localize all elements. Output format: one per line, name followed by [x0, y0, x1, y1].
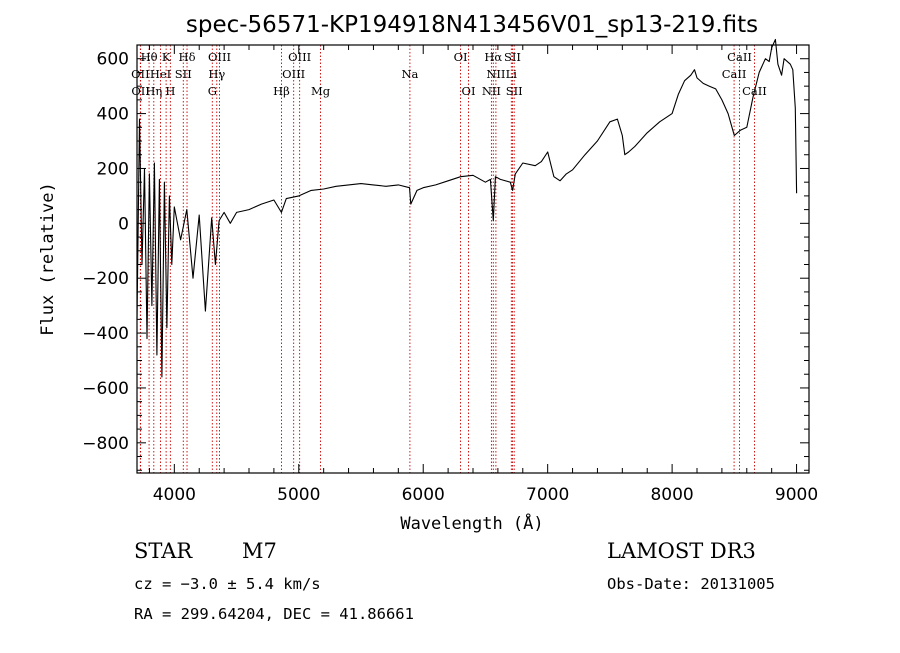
x-tick-label: 9000: [775, 485, 818, 505]
redshift-text: cz = −3.0 ± 5.4 km/s: [134, 575, 321, 593]
line-label: NII: [482, 84, 501, 98]
y-tick-label: 0: [118, 214, 129, 234]
line-label: OIII: [282, 67, 305, 81]
line-label: K: [162, 50, 171, 64]
x-tick-label: 7000: [526, 485, 569, 505]
y-tick-label: 600: [97, 50, 129, 70]
y-tick-label: −800: [82, 434, 129, 454]
y-tick-label: −200: [82, 269, 129, 289]
x-tick-label: 5000: [277, 485, 320, 505]
line-label: OII: [131, 67, 150, 81]
survey-name: LAMOST DR3: [607, 539, 756, 563]
line-label: Na: [401, 67, 418, 81]
line-label: Mg: [311, 84, 331, 98]
line-label: OI: [462, 84, 476, 98]
object-class: STAR: [134, 539, 193, 563]
line-label: SII: [504, 50, 521, 64]
line-label: Hγ: [208, 67, 225, 81]
line-label: SII: [175, 67, 192, 81]
line-label: Hθ: [141, 50, 158, 64]
line-label: NII: [486, 67, 505, 81]
y-tick-label: −400: [82, 324, 129, 344]
line-label: Hη: [145, 84, 162, 98]
chart-title: spec-56571-KP194918N413456V01_sp13-219.f…: [186, 12, 758, 38]
line-label: OIII: [208, 50, 231, 64]
emission-line-markers: [139, 45, 755, 473]
x-axis-ticks: 4000 5000 6000 7000 8000 9000: [148, 45, 818, 505]
line-label: Hδ: [179, 50, 196, 64]
line-label: CaII: [727, 50, 752, 64]
line-label: Hα: [484, 50, 502, 64]
y-tick-label: 400: [97, 105, 129, 125]
line-label: G: [208, 84, 217, 98]
line-label: SII: [506, 84, 523, 98]
line-label: OI: [454, 50, 468, 64]
x-tick-label: 4000: [153, 485, 196, 505]
y-axis-label: Flux (relative): [38, 182, 58, 336]
line-label: OII: [131, 84, 150, 98]
y-tick-label: 200: [97, 159, 129, 179]
y-axis-ticks: −800 −600 −400 −200 0 200 400 600: [82, 50, 809, 471]
x-tick-label: 8000: [650, 485, 693, 505]
x-tick-label: 6000: [402, 485, 445, 505]
flux-series: [136, 38, 798, 378]
line-label: H: [165, 84, 175, 98]
y-tick-label: −600: [82, 379, 129, 399]
line-label: CaII: [722, 67, 747, 81]
line-label: Hβ: [273, 84, 290, 98]
obs-date-text: Obs-Date: 20131005: [607, 575, 775, 593]
series-line-flux: [136, 38, 798, 378]
line-label: OIII: [288, 50, 311, 64]
plot-frame: [136, 44, 810, 474]
coordinates-text: RA = 299.64204, DEC = 41.86661: [134, 605, 414, 623]
x-axis-label: Wavelength (Å): [400, 512, 543, 534]
line-label: HeI: [150, 67, 171, 81]
object-subclass: M7: [242, 539, 277, 563]
line-label: Li: [506, 67, 518, 81]
